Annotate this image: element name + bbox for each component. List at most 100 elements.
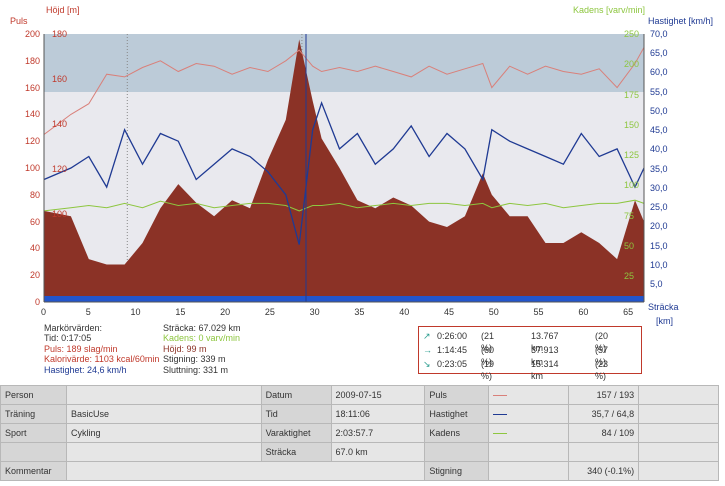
zone-time: 0:26:00	[437, 331, 468, 341]
cadence-line	[43, 199, 645, 212]
x-tick-label: 0	[41, 307, 47, 317]
empty-cell	[0, 442, 67, 462]
empty-cell	[568, 442, 640, 462]
zone-pct: (19 %)	[481, 359, 495, 381]
empty-cell	[488, 461, 570, 481]
tick-label: 50	[624, 240, 635, 251]
workout-info-table: Person Datum 2009-07-15 Puls 157 / 193 T…	[0, 385, 719, 481]
stracka-label: Sträcka	[260, 442, 332, 462]
empty-cell	[638, 442, 719, 462]
plot-top-band	[44, 34, 644, 92]
hastighet-legend-line	[493, 414, 508, 416]
x-tick-label: 20	[220, 307, 231, 317]
empty-cell	[65, 442, 262, 462]
marker-sluttning: Sluttning: 331 m	[163, 364, 229, 375]
arrow-down-right-icon: ↘	[423, 359, 431, 369]
chart-area[interactable]	[0, 0, 725, 325]
marker-values-panel: Markörvärden: Tid: 0:17:05 Puls: 189 sla…	[44, 323, 159, 375]
tick-label: 140	[52, 119, 68, 129]
stracka-value: 67.0 km	[330, 442, 426, 462]
kadens-value: 84 / 109	[568, 423, 640, 443]
marker-title: Markörvärden:	[44, 323, 103, 333]
table-row: Träning BasicUse Tid 18:11:06 Hastighet …	[0, 404, 719, 424]
tick-label: 30,0	[650, 182, 668, 193]
x-tick-label: 5	[85, 307, 91, 317]
tick-label: 20	[29, 270, 40, 281]
tick-label: 150	[624, 119, 640, 130]
empty-cell	[638, 385, 719, 405]
puls-legend	[488, 385, 570, 405]
kadens-legend-line	[493, 433, 508, 435]
table-row: Person Datum 2009-07-15 Puls 157 / 193	[0, 385, 719, 405]
zone-pct: (21 %)	[481, 331, 495, 353]
tick-label: 175	[624, 89, 640, 100]
stigning-value: 340 (-0.1%)	[568, 461, 640, 481]
tick-label: 75	[624, 210, 635, 221]
tid-value: 18:11:06	[330, 404, 426, 424]
x-tick-label: 60	[578, 307, 589, 317]
zone-pct: (60 %)	[481, 345, 495, 367]
x-tick-label: 35	[354, 307, 365, 317]
marker-tid: Tid: 0:17:05	[44, 333, 92, 344]
tick-label: 45,0	[650, 125, 668, 136]
puls-value: 157 / 193	[568, 385, 640, 405]
traning-value[interactable]: BasicUse	[65, 404, 262, 424]
zone-time: 1:14:45	[437, 345, 468, 355]
varaktighet-label: Varaktighet	[260, 423, 332, 443]
stigning-label: Stigning	[424, 461, 490, 481]
kadens-axis-title: Kadens [varv/min]	[573, 5, 646, 15]
table-row: Kommentar Stigning 340 (-0.1%)	[0, 461, 719, 481]
pulse-line	[43, 47, 645, 135]
tick-label: 200	[24, 29, 40, 39]
puls-label: Puls	[424, 385, 490, 405]
row-label-person: Person	[0, 385, 67, 405]
tick-label: 40,0	[650, 144, 668, 155]
tick-label: 35,0	[650, 163, 668, 174]
arrow-right-icon: →	[423, 345, 432, 355]
x-tick-label: 50	[488, 307, 499, 317]
datum-label: Datum	[260, 385, 332, 405]
empty-cell	[424, 442, 490, 462]
marker-puls: Puls: 189 slag/min	[44, 343, 118, 354]
tick-label: 5,0	[650, 279, 663, 289]
tick-label: 15,0	[650, 240, 668, 251]
zone-dpct: (57 %)	[595, 345, 609, 367]
tick-label: 200	[624, 59, 640, 70]
varaktighet-value: 2:03:57.7	[330, 423, 426, 443]
empty-cell	[638, 423, 719, 443]
marker-kadens: Kadens: 0 varv/min	[163, 333, 241, 344]
tick-label: 60	[29, 216, 40, 227]
kommentar-value[interactable]	[65, 461, 426, 481]
tick-label: 25	[624, 271, 635, 281]
kadens-label: Kadens	[424, 423, 490, 443]
zone-dist: 15.314 km	[531, 359, 559, 381]
puls-legend-line	[493, 395, 508, 397]
sport-value[interactable]: Cykling	[65, 423, 262, 443]
row-label-traning: Träning	[0, 404, 67, 424]
kadens-legend	[488, 423, 570, 443]
marker-values-panel-2: Sträcka: 67.029 km Kadens: 0 varv/min Hö…	[163, 323, 241, 375]
marker-kalori: Kalorivärde: 1103 kcal/60min	[44, 354, 160, 365]
arrow-up-right-icon: ↗	[423, 331, 431, 341]
marker-stigning: Stigning: 339 m	[163, 354, 226, 365]
x-tick-label: 65	[623, 307, 634, 317]
tick-label: 125	[624, 150, 640, 160]
tick-label: 120	[52, 164, 68, 174]
tick-label: 50,0	[650, 105, 668, 116]
x-tick-label: 10	[130, 307, 141, 317]
tid-label: Tid	[260, 404, 332, 424]
km-unit-label: [km]	[656, 316, 673, 326]
tick-label: 250	[624, 29, 640, 39]
bottom-speed-band	[44, 296, 644, 302]
person-value[interactable]	[65, 385, 262, 405]
hastighet-label: Hastighet	[424, 404, 490, 424]
hastighet-axis-title: Hastighet [km/h]	[648, 16, 714, 26]
x-tick-label: 30	[309, 307, 320, 317]
x-tick-label: 55	[533, 307, 544, 317]
tick-label: 55,0	[650, 86, 668, 97]
tick-label: 160	[24, 82, 40, 93]
tick-label: 100	[624, 180, 640, 191]
tick-label: 100	[52, 209, 68, 219]
tick-label: 100	[24, 163, 40, 173]
puls-axis-title: Puls	[10, 16, 28, 26]
